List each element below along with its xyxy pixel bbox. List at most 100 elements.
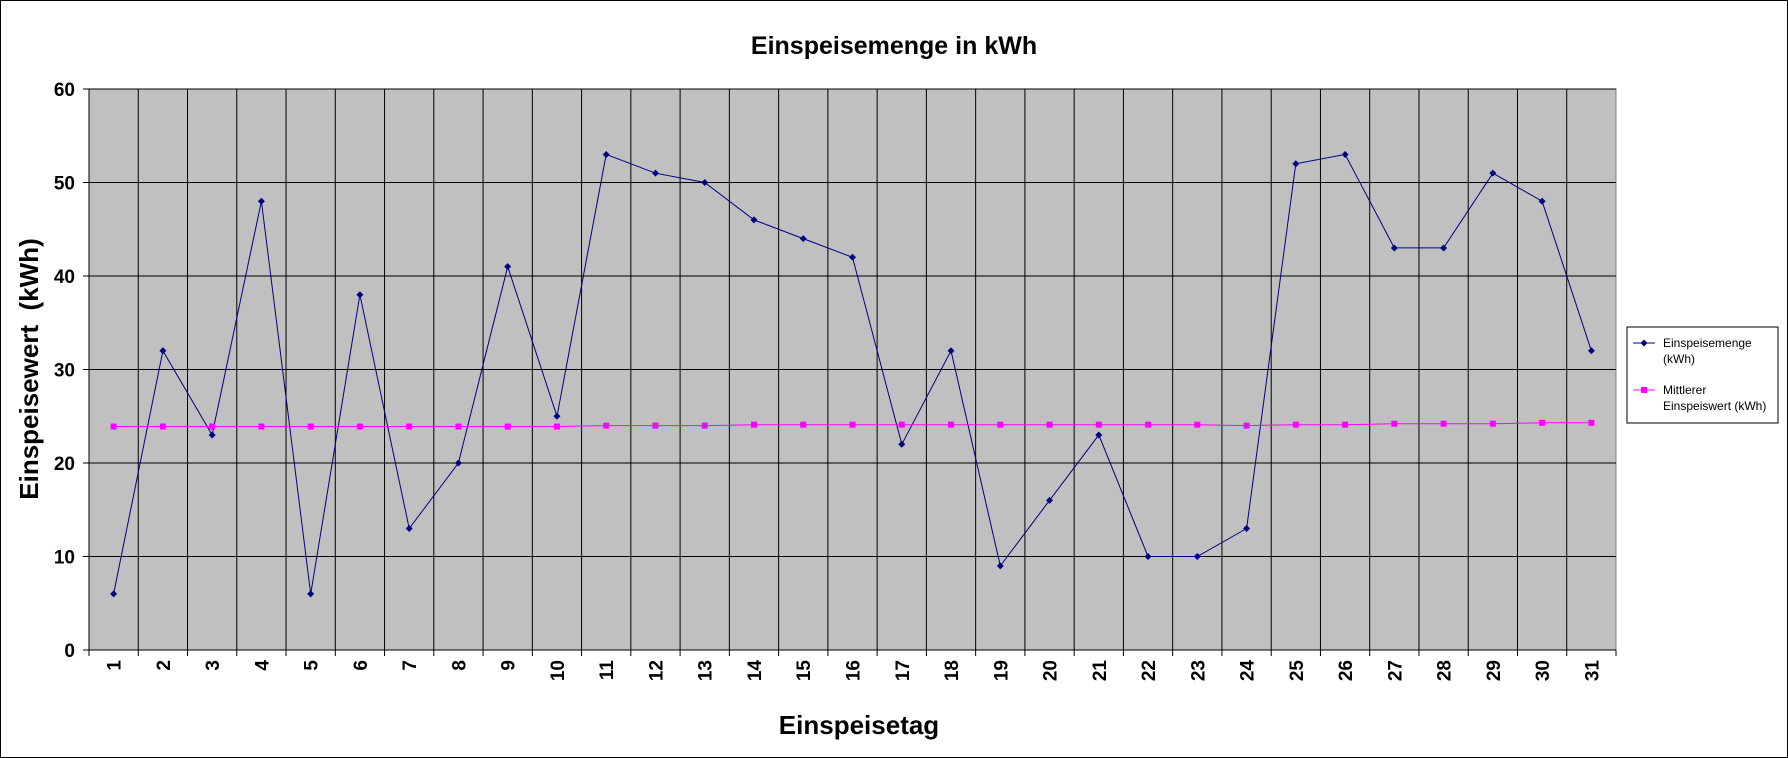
data-point-square	[553, 423, 560, 430]
data-point-square	[1145, 421, 1152, 428]
data-point-square	[800, 421, 807, 428]
y-tick-label: 20	[54, 454, 75, 475]
legend: Einspeisemenge (kWh) Mittlerer Einspeiswert…	[1626, 326, 1779, 424]
data-point-square	[1391, 420, 1398, 427]
x-tick-label: 25	[1287, 660, 1308, 682]
x-tick-label: 23	[1188, 660, 1209, 681]
data-point-diamond	[1193, 553, 1201, 560]
x-tick-label: 30	[1533, 660, 1554, 681]
data-point-diamond	[701, 179, 709, 186]
data-point-diamond	[454, 459, 462, 467]
y-tick-label: 10	[54, 548, 75, 569]
x-tick-label: 26	[1336, 660, 1357, 681]
legend-label: (kWh)	[1663, 352, 1695, 366]
data-point-diamond	[257, 197, 265, 205]
data-point-square	[1095, 421, 1102, 428]
x-tick-label: 8	[449, 660, 470, 671]
data-point-square	[1046, 421, 1053, 428]
data-point-square	[110, 423, 117, 430]
x-tick-label: 11	[597, 660, 618, 681]
data-point-diamond	[1243, 524, 1251, 532]
data-point-square	[356, 423, 363, 430]
data-point-diamond	[750, 216, 758, 224]
data-point-square	[307, 423, 314, 430]
data-point-square	[1292, 421, 1299, 428]
data-point-diamond	[996, 562, 1004, 570]
data-point-diamond	[1292, 160, 1300, 168]
data-point-diamond	[1046, 496, 1054, 504]
data-point-square	[1243, 422, 1250, 429]
data-point-square	[948, 421, 955, 428]
y-axis-title: Einspeisewert (kWh)	[14, 238, 44, 500]
x-tick-label: 5	[302, 660, 323, 671]
data-point-diamond	[849, 253, 856, 261]
series-layer	[110, 150, 1595, 598]
data-point-square	[455, 423, 462, 430]
data-point-square	[258, 423, 265, 430]
data-point-diamond	[1538, 197, 1546, 205]
y-tick-label: 0	[64, 641, 75, 662]
gridlines	[89, 88, 1616, 650]
data-point-diamond	[110, 590, 118, 598]
data-point-diamond	[208, 431, 216, 439]
data-point-diamond	[799, 235, 807, 243]
data-point-diamond	[1095, 431, 1103, 439]
x-tick-label: 3	[203, 660, 224, 671]
x-tick-label: 14	[745, 660, 766, 682]
x-tick-label: 29	[1484, 660, 1505, 681]
x-tick-label: 15	[794, 660, 815, 682]
x-tick-label: 7	[400, 660, 421, 671]
data-point-diamond	[1390, 244, 1398, 252]
data-point-diamond	[1587, 347, 1595, 355]
x-tick-label: 1	[105, 660, 126, 671]
data-point-square	[1342, 421, 1349, 428]
data-point-square	[1489, 420, 1496, 427]
data-point-square	[898, 421, 905, 428]
x-tick-label: 24	[1238, 660, 1259, 682]
data-point-square	[504, 423, 511, 430]
data-point-diamond	[651, 169, 659, 177]
x-tick-label: 4	[252, 660, 273, 671]
y-tick-label: 40	[54, 267, 75, 288]
data-point-square	[997, 421, 1004, 428]
data-point-diamond	[405, 524, 413, 532]
y-tick-label: 30	[54, 361, 75, 382]
chart-title: Einspeisemenge in kWh	[751, 32, 1037, 60]
data-point-square	[701, 422, 708, 429]
x-tick-label: 10	[548, 660, 569, 681]
y-tick-label: 60	[54, 80, 75, 101]
data-point-square	[1440, 420, 1447, 427]
data-point-diamond	[1489, 169, 1497, 177]
data-point-square	[652, 422, 659, 429]
data-point-square	[406, 423, 413, 430]
x-tick-label: 19	[991, 660, 1012, 681]
data-point-square	[159, 423, 166, 430]
y-axis-ticks: 0 10 20 30 40 50 60	[54, 80, 90, 662]
x-tick-label: 21	[1090, 660, 1111, 682]
x-axis-title: Einspeisetag	[779, 710, 939, 740]
y-tick-label: 50	[54, 174, 75, 195]
x-tick-label: 9	[499, 660, 520, 671]
x-tick-label: 12	[646, 660, 667, 681]
data-point-square	[750, 421, 757, 428]
legend-marker	[1640, 339, 1648, 347]
x-tick-label: 13	[696, 660, 717, 681]
x-tick-label: 28	[1435, 660, 1456, 681]
data-point-diamond	[1144, 553, 1152, 560]
data-point-diamond	[504, 263, 512, 271]
legend-label: Einspeiswert (kWh)	[1663, 399, 1766, 413]
data-point-diamond	[947, 347, 955, 355]
data-point-square	[1194, 421, 1201, 428]
data-point-square	[603, 422, 610, 429]
x-tick-label: 2	[154, 660, 175, 671]
data-point-square	[209, 423, 216, 430]
x-tick-label: 16	[844, 660, 865, 681]
x-tick-label: 20	[1041, 660, 1062, 681]
legend-label: Mittlerer	[1663, 383, 1706, 397]
data-point-diamond	[159, 347, 167, 355]
data-point-diamond	[356, 291, 364, 299]
x-axis-ticks: 1 2 3 4 5 6 7 8 9 10 11 12 13 14 15 16 17 18 19 20 21 22 23 24 2…	[88, 649, 1617, 682]
legend-marker	[1641, 387, 1647, 393]
data-point-diamond	[898, 440, 906, 448]
